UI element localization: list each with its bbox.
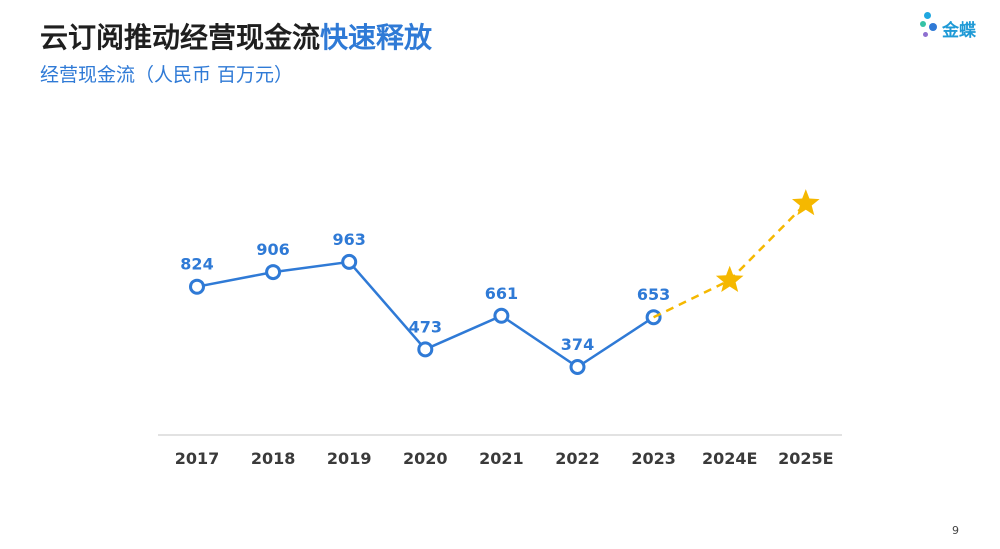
data-point-marker [493, 307, 510, 324]
x-tick-label: 2024E [702, 449, 757, 468]
forecast-star-icon [792, 189, 820, 216]
x-tick-label: 2018 [251, 449, 296, 468]
x-tick-label: 2021 [479, 449, 524, 468]
data-label: 653 [637, 285, 670, 304]
x-tick-label: 2017 [175, 449, 220, 468]
data-label: 824 [180, 255, 213, 274]
page-number: 9 [952, 524, 959, 537]
data-point-marker [265, 264, 282, 281]
data-label: 374 [561, 335, 594, 354]
chart-subtitle: 经营现金流（人民币 百万元） [40, 64, 294, 86]
data-point-marker [189, 278, 205, 295]
brand-logo: 金蝶 [920, 12, 990, 42]
forecast-series-line [653, 202, 807, 319]
x-tick-label: 2023 [631, 449, 676, 468]
forecast-star-icon [715, 265, 744, 292]
data-point-marker [417, 341, 434, 358]
x-tick-label: 2022 [555, 449, 600, 468]
title-main: 云订阅推动经营现金流 [40, 21, 321, 54]
data-point-marker [341, 253, 358, 270]
data-label: 661 [485, 284, 518, 303]
x-tick-label: 2025E [778, 449, 833, 468]
x-tick-label: 2019 [327, 449, 372, 468]
data-label: 473 [409, 317, 442, 336]
data-point-marker [569, 358, 586, 375]
data-label: 906 [256, 240, 289, 259]
data-point-marker [645, 309, 662, 326]
x-tick-label: 2020 [403, 449, 448, 468]
title-highlight: 快速释放 [320, 21, 433, 54]
page-title: 云订阅推动经营现金流快速释放 [40, 16, 432, 56]
logo-text: 金蝶 [942, 21, 976, 41]
data-label: 963 [332, 230, 365, 249]
